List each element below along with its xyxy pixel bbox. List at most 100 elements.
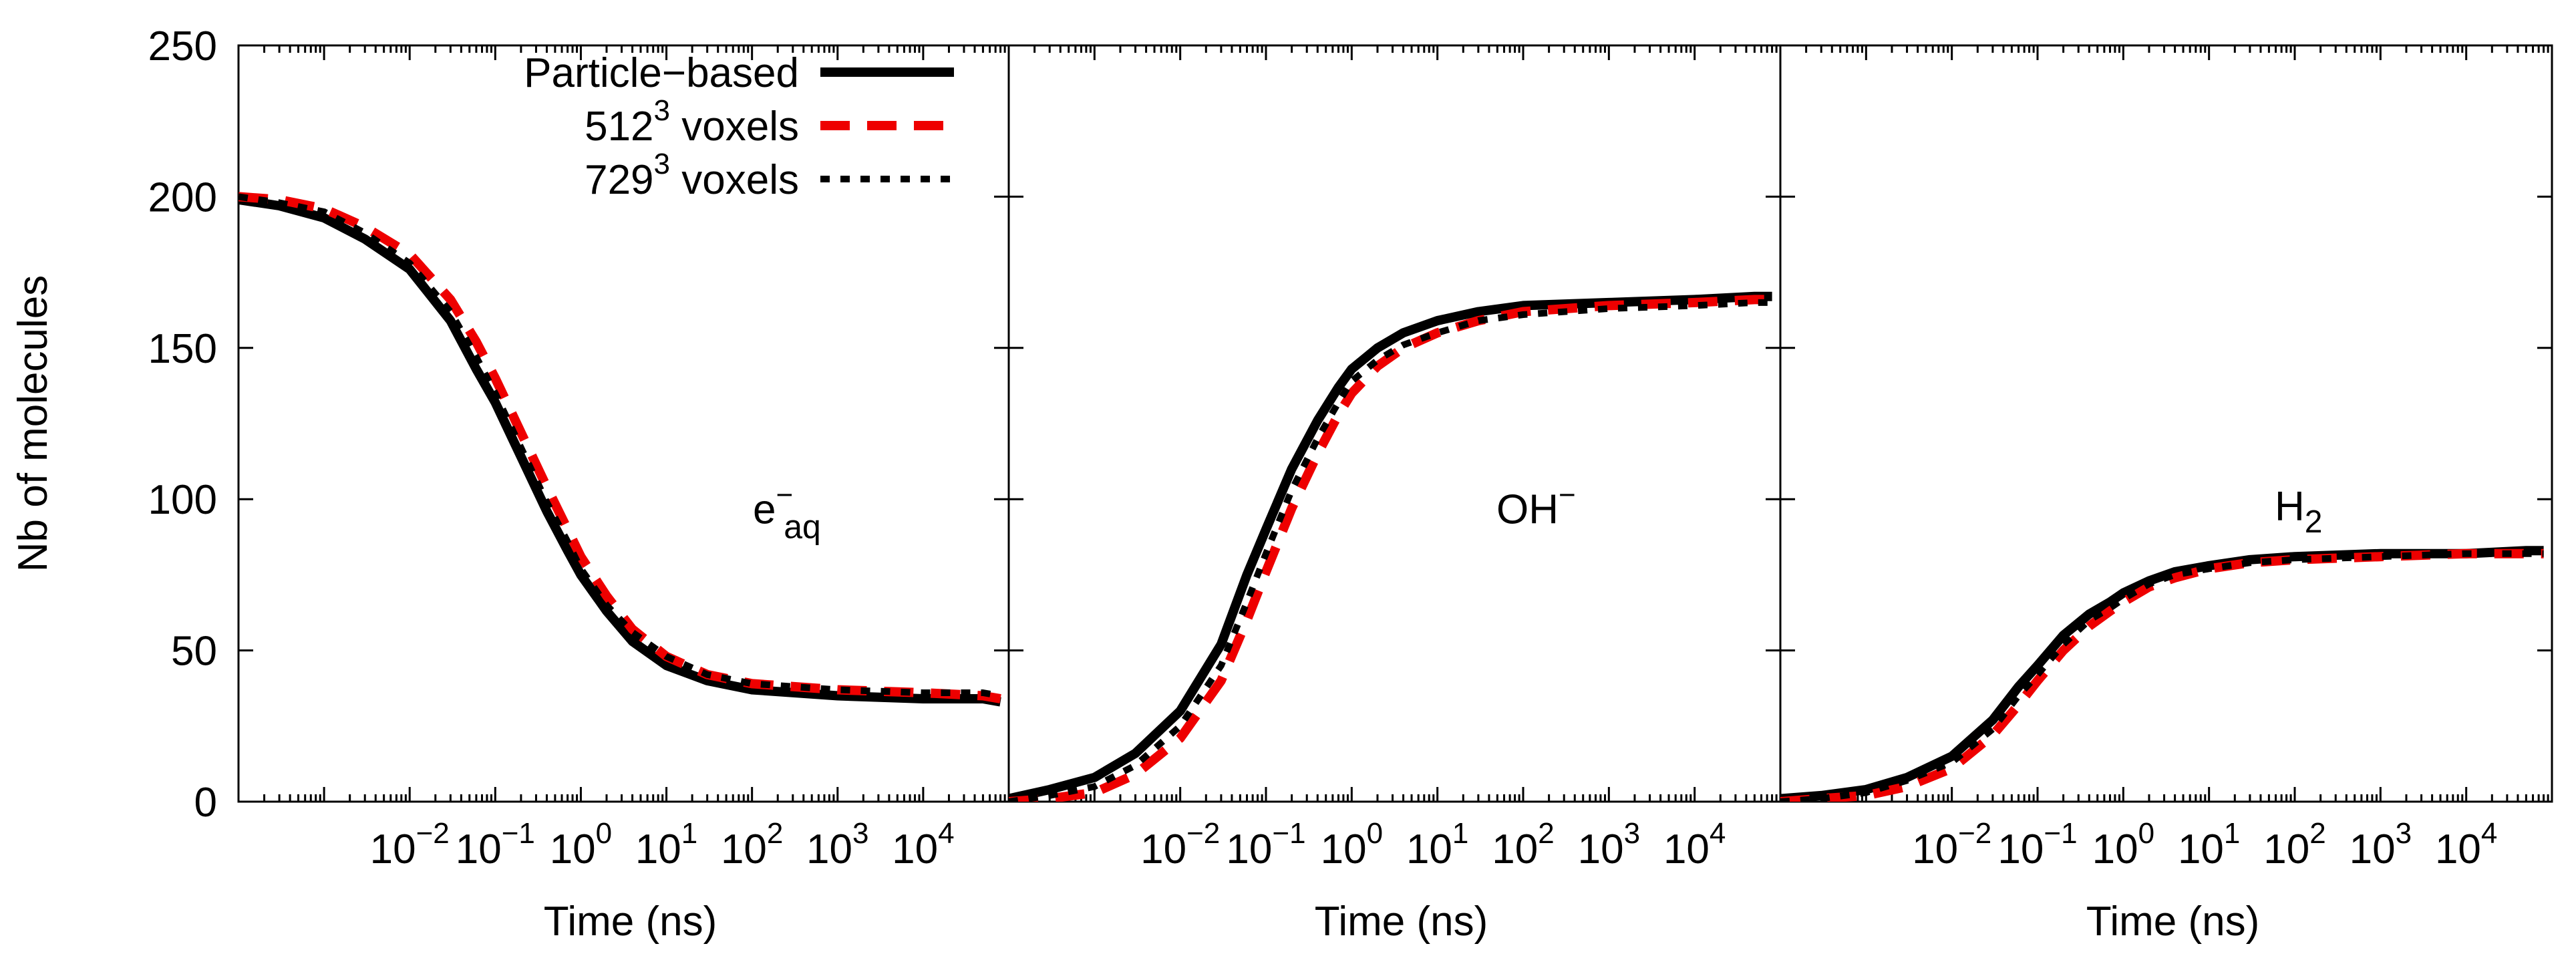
x-tick-label: 104: [2435, 817, 2497, 872]
y-tick-label: 50: [171, 629, 217, 675]
x-tick-label: 10−2: [1912, 817, 1991, 872]
series-line-particle-OH: [1009, 291, 1772, 802]
y-tick-label: 150: [148, 326, 217, 372]
species-subscript: 2: [2305, 504, 2323, 540]
x-tick-label: 10−1: [456, 817, 535, 872]
x-tick-base: 10: [1406, 826, 1452, 872]
x-tick-label: 103: [2350, 817, 2412, 872]
x-tick-exponent: 2: [767, 817, 783, 850]
x-tick-base: 10: [2263, 826, 2309, 872]
x-tick-base: 10: [2435, 826, 2481, 872]
legend-label-voxels512: 5123 voxels: [585, 94, 799, 150]
legend-label-voxels729: 7293 voxels: [585, 148, 799, 203]
x-tick-exponent: 2: [2309, 817, 2325, 850]
x-tick-base: 10: [721, 826, 767, 872]
x-tick-exponent: −2: [1958, 817, 1991, 850]
series-line-voxels729-OH: [1009, 299, 1772, 802]
data-series: [238, 192, 2544, 802]
x-tick-exponent: 1: [1452, 817, 1468, 850]
x-tick-base: 10: [1226, 826, 1272, 872]
x-tick-exponent: 4: [1710, 817, 1726, 850]
series-line-voxels729-H2: [1780, 550, 2544, 802]
x-tick-base: 10: [2092, 826, 2138, 872]
x-tick-exponent: 3: [1624, 817, 1640, 850]
x-tick-exponent: 0: [1367, 817, 1383, 850]
x-tick-base: 10: [635, 826, 681, 872]
series-line-particle-H2: [1780, 546, 2544, 802]
x-tick-exponent: 2: [1538, 817, 1554, 850]
x-tick-label: 102: [2263, 817, 2325, 872]
legend-superscript: 3: [654, 94, 670, 127]
species-label-H2: H2: [2275, 484, 2322, 540]
y-axis-title: Nb of molecules: [10, 275, 56, 573]
x-axis-title: Time (ns): [544, 899, 717, 945]
species-base: H: [2275, 484, 2305, 530]
x-tick-base: 10: [1912, 826, 1958, 872]
legend-suffix: voxels: [670, 104, 799, 150]
x-tick-label: 101: [2178, 817, 2240, 872]
x-tick-label: 10−1: [1226, 817, 1305, 872]
x-tick-label: 10−1: [1997, 817, 2077, 872]
legend-suffix: voxels: [670, 157, 799, 203]
x-tick-base: 10: [892, 826, 938, 872]
panel-frame-H2: [1779, 44, 2553, 803]
x-tick-base: 10: [456, 826, 502, 872]
x-tick-base: 10: [2178, 826, 2224, 872]
x-tick-exponent: −1: [502, 817, 535, 850]
legend-text: Particle−based: [524, 50, 799, 96]
species-base: e: [753, 486, 776, 532]
x-tick-base: 10: [1997, 826, 2044, 872]
x-tick-base: 10: [1663, 826, 1710, 872]
series-line-voxels512-H2: [1780, 548, 2544, 802]
series-line-voxels729-e_aq: [238, 193, 1001, 699]
series-line-particle-e_aq: [238, 194, 1001, 707]
species-base: OH: [1496, 486, 1559, 532]
species-label-OH: OH−: [1496, 478, 1576, 532]
x-tick-label: 10−2: [1140, 817, 1220, 872]
x-tick-exponent: 4: [2481, 817, 2497, 850]
x-tick-exponent: 3: [852, 817, 868, 850]
y-tick-label: 200: [148, 174, 217, 220]
legend-text: 729: [585, 157, 653, 203]
y-tick-label: 100: [148, 477, 217, 523]
x-tick-exponent: −2: [416, 817, 450, 850]
axis-ticks: [237, 44, 2553, 803]
x-tick-label: 100: [1321, 817, 1383, 872]
x-tick-exponent: 0: [596, 817, 612, 850]
x-tick-exponent: 4: [938, 817, 954, 850]
x-tick-base: 10: [1140, 826, 1186, 872]
x-tick-label: 103: [806, 817, 868, 872]
x-tick-base: 10: [806, 826, 852, 872]
x-tick-exponent: −1: [1272, 817, 1305, 850]
x-tick-label: 103: [1578, 817, 1640, 872]
x-tick-exponent: 1: [2224, 817, 2240, 850]
x-tick-exponent: 3: [2396, 817, 2412, 850]
species-superscript: −: [776, 478, 793, 511]
x-tick-label: 102: [721, 817, 783, 872]
y-tick-label: 0: [194, 780, 217, 826]
y-tick-label: 250: [148, 23, 217, 69]
x-tick-exponent: −2: [1186, 817, 1220, 850]
x-tick-exponent: 0: [2138, 817, 2154, 850]
series-line-voxels512-OH: [1009, 295, 1772, 802]
x-axis-title: Time (ns): [1315, 899, 1488, 945]
x-tick-label: 102: [1492, 817, 1554, 872]
x-axis-title: Time (ns): [2086, 899, 2259, 945]
legend-superscript: 3: [654, 148, 670, 180]
x-tick-exponent: −1: [2044, 817, 2077, 850]
species-subscript: aq: [784, 508, 821, 545]
x-tick-label: 100: [550, 817, 612, 872]
x-tick-base: 10: [1492, 826, 1538, 872]
species-label-e_aq: e− aq: [753, 478, 821, 545]
x-tick-base: 10: [1578, 826, 1624, 872]
x-tick-label: 101: [1406, 817, 1468, 872]
species-superscript: −: [1559, 478, 1576, 511]
x-tick-label: 101: [635, 817, 697, 872]
x-tick-base: 10: [370, 826, 416, 872]
x-tick-label: 104: [892, 817, 954, 872]
legend-text: 512: [585, 104, 653, 150]
